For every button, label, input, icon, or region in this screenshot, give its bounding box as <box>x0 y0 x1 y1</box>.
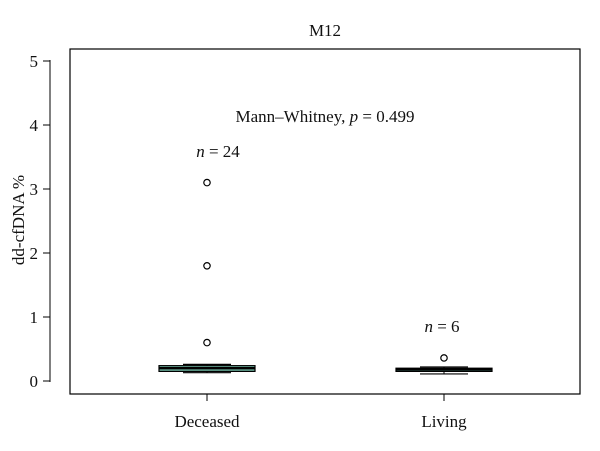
stat-test-annotation: Mann–Whitney, p = 0.499 <box>236 107 415 126</box>
y-axis-ticks: 0 1 2 3 4 5 <box>30 52 50 391</box>
outlier-point-deceased <box>203 178 211 187</box>
outlier-point-deceased <box>203 261 211 270</box>
y-tick-label: 0 <box>30 372 39 391</box>
y-tick-label: 4 <box>30 116 39 135</box>
n-label-deceased: n = 24 <box>196 142 240 161</box>
outlier-point-living <box>440 354 448 362</box>
y-tick-label: 5 <box>30 52 39 71</box>
n-label-living: n = 6 <box>424 317 459 336</box>
x-tick-label-living: Living <box>421 412 467 431</box>
x-axis-ticks: Deceased Living <box>174 394 467 431</box>
outlier-point-deceased <box>203 338 211 347</box>
plot-frame <box>69 48 581 395</box>
boxes-layer <box>158 363 493 375</box>
y-tick-label: 1 <box>30 308 39 327</box>
chart-title: M12 <box>309 21 341 40</box>
y-tick-label: 3 <box>30 180 39 199</box>
x-tick-label-deceased: Deceased <box>174 412 240 431</box>
outliers-layer <box>203 178 448 362</box>
y-tick-label: 2 <box>30 244 39 263</box>
y-axis-label: dd-cfDNA % <box>9 175 28 265</box>
